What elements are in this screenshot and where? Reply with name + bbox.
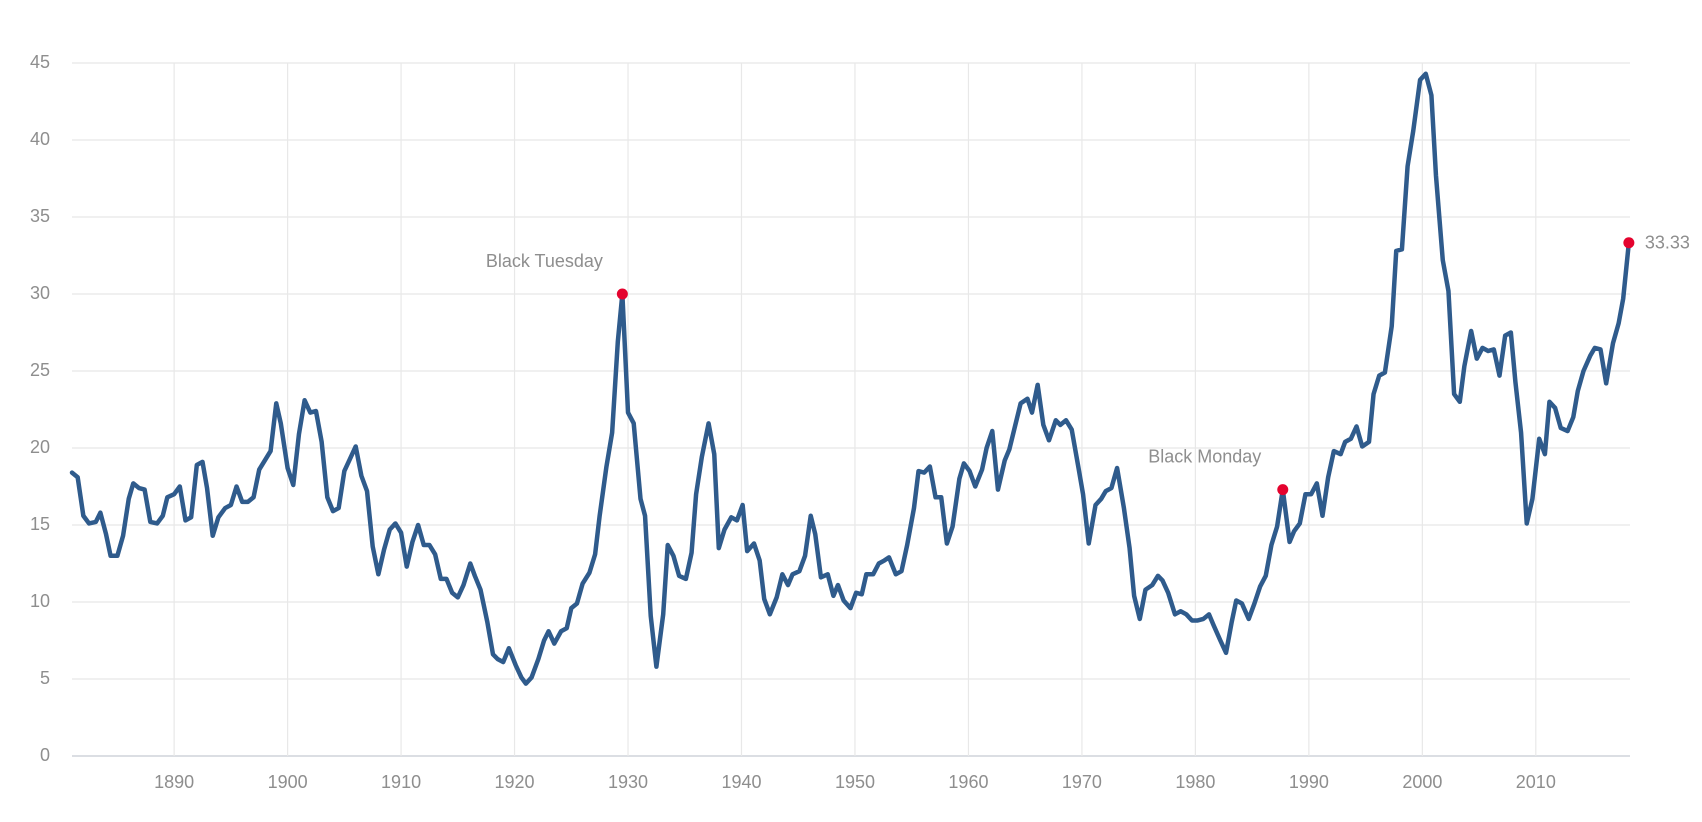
- x-tick-label: 1900: [268, 772, 308, 792]
- x-tick-label: 1990: [1289, 772, 1329, 792]
- y-tick-label: 0: [40, 745, 50, 765]
- x-tick-label: 1970: [1062, 772, 1102, 792]
- x-tick-label: 1910: [381, 772, 421, 792]
- y-tick-label: 10: [30, 591, 50, 611]
- annotation-marker: [616, 288, 628, 300]
- annotation-label: Black Tuesday: [486, 251, 603, 271]
- y-tick-label: 5: [40, 668, 50, 688]
- x-tick-label: 1950: [835, 772, 875, 792]
- annotation-marker: [1277, 484, 1289, 496]
- y-tick-label: 40: [30, 129, 50, 149]
- x-tick-label: 1960: [948, 772, 988, 792]
- x-tick-label: 1930: [608, 772, 648, 792]
- x-tick-label: 1920: [495, 772, 535, 792]
- x-tick-label: 1940: [721, 772, 761, 792]
- x-tick-label: 2000: [1402, 772, 1442, 792]
- y-tick-label: 20: [30, 437, 50, 457]
- x-tick-label: 1980: [1175, 772, 1215, 792]
- x-tick-label: 2010: [1516, 772, 1556, 792]
- x-tick-label: 1890: [154, 772, 194, 792]
- data-line: [69, 71, 1632, 686]
- annotation-marker: [1623, 237, 1635, 249]
- value-label: 33.33: [1645, 232, 1690, 252]
- annotation-label: Black Monday: [1148, 446, 1261, 466]
- y-tick-label: 15: [30, 514, 50, 534]
- y-tick-label: 25: [30, 360, 50, 380]
- y-tick-label: 30: [30, 283, 50, 303]
- y-tick-label: 35: [30, 206, 50, 226]
- y-tick-label: 45: [30, 52, 50, 72]
